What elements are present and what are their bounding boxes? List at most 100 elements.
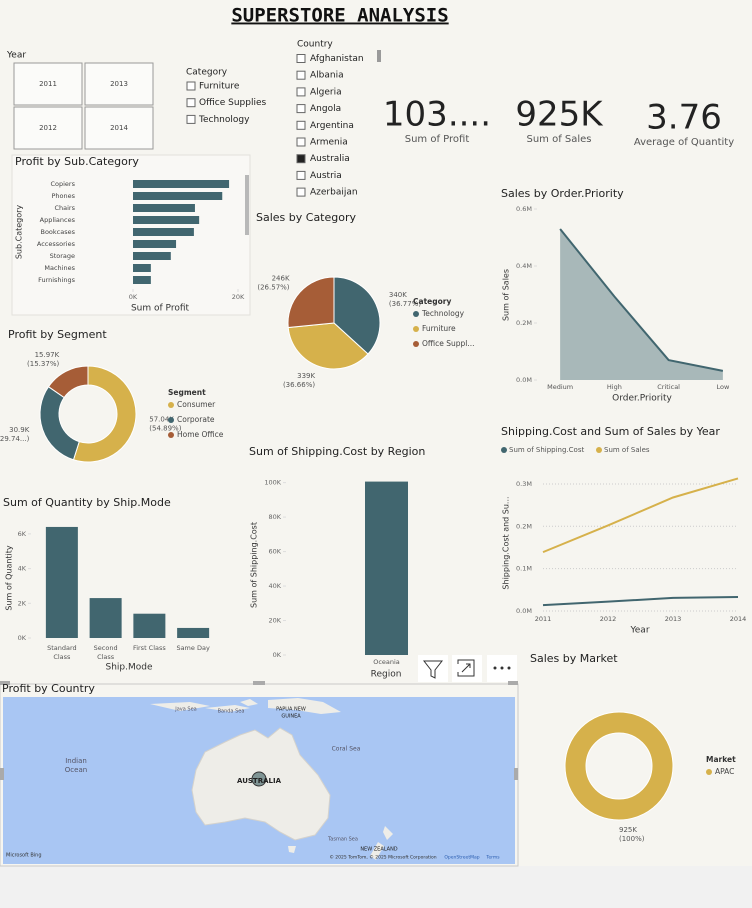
y-axis-title: Shipping.Cost and Su...: [502, 496, 511, 589]
bar[interactable]: [133, 204, 195, 212]
checkbox[interactable]: [296, 170, 306, 180]
data-label: (26.57%): [257, 284, 289, 292]
country-option[interactable]: Azerbaijan: [310, 188, 358, 198]
checkbox[interactable]: [186, 81, 196, 91]
map-link[interactable]: OpenStreetMap: [444, 855, 479, 861]
data-label: 246K: [272, 275, 290, 283]
y-tick-label: 0.2M: [516, 319, 532, 327]
legend-marker: [413, 341, 419, 347]
year-option[interactable]: 2011: [39, 80, 57, 88]
y-tick-label: 0.4M: [516, 262, 532, 270]
country-option[interactable]: Algeria: [310, 87, 342, 97]
checkbox[interactable]: [186, 114, 196, 124]
bar[interactable]: [133, 180, 230, 188]
focus-button[interactable]: [452, 655, 482, 682]
y-tick-label: 0.0M: [516, 607, 532, 615]
line[interactable]: [542, 477, 739, 554]
scrollbar: [377, 50, 381, 62]
year-tile[interactable]: [13, 106, 83, 150]
bar[interactable]: [365, 481, 408, 655]
legend-marker: [168, 402, 174, 408]
bar[interactable]: [177, 627, 210, 638]
y-tick-label: Chairs: [54, 204, 75, 212]
category-option[interactable]: Office Supplies: [199, 98, 267, 108]
category-option[interactable]: Furniture: [199, 82, 240, 92]
y-tick-label: 0K: [18, 634, 27, 642]
card-value: 925K: [515, 95, 604, 135]
bar[interactable]: [133, 613, 166, 638]
map-label: Java Sea: [174, 707, 196, 713]
chart-title: Sales by Order.Priority: [501, 187, 624, 200]
bar[interactable]: [89, 598, 122, 638]
checkbox[interactable]: [296, 137, 306, 147]
chart-title: Sum of Shipping.Cost by Region: [249, 445, 425, 458]
country-option[interactable]: Afghanistan: [310, 54, 364, 64]
checkbox[interactable]: [296, 187, 306, 197]
year-option[interactable]: 2014: [110, 124, 128, 132]
year-option[interactable]: 2012: [39, 124, 57, 132]
bar[interactable]: [133, 192, 223, 200]
bar[interactable]: [133, 240, 177, 248]
legend-title: Segment: [168, 388, 206, 397]
data-label: 30.9K: [9, 426, 30, 434]
legend-marker: [168, 432, 174, 438]
checkbox[interactable]: [296, 87, 306, 97]
data-label: 339K: [297, 372, 315, 380]
bar[interactable]: [133, 216, 200, 224]
map-link[interactable]: Terms: [485, 855, 500, 861]
year-option[interactable]: 2013: [110, 80, 128, 88]
data-label: (100%): [619, 835, 645, 843]
checkbox[interactable]: [296, 154, 306, 164]
category-option[interactable]: Technology: [198, 115, 250, 125]
country-option[interactable]: Armenia: [310, 138, 348, 148]
slice[interactable]: [47, 365, 89, 399]
y-tick-label: 0.2M: [516, 522, 532, 530]
slice[interactable]: [564, 711, 674, 821]
data-label: 925K: [619, 826, 637, 834]
country-option[interactable]: Austria: [310, 171, 342, 181]
country-option[interactable]: Albania: [310, 71, 344, 81]
year-tile[interactable]: [84, 106, 154, 150]
checkbox[interactable]: [296, 54, 306, 63]
resize-handle: [0, 768, 4, 780]
country-option[interactable]: Argentina: [310, 121, 354, 131]
bar[interactable]: [133, 228, 194, 236]
slicer-title: Country: [297, 40, 333, 50]
slice[interactable]: [287, 322, 369, 370]
checkbox[interactable]: [186, 98, 196, 108]
card-value: 103....: [383, 95, 491, 135]
country-option[interactable]: Angola: [310, 104, 341, 114]
bar[interactable]: [133, 264, 151, 272]
y-tick-label: 0.1M: [516, 565, 532, 573]
slice[interactable]: [72, 365, 137, 463]
slice[interactable]: [287, 276, 335, 329]
map-land: [370, 826, 393, 860]
x-tick-label: 2011: [535, 615, 552, 623]
x-tick-label: 2014: [730, 615, 747, 623]
country-option[interactable]: Australia: [310, 154, 350, 164]
year-tile[interactable]: [84, 62, 154, 106]
x-tick-label: Oceania: [373, 658, 400, 666]
map-label: Tasman Sea: [327, 837, 358, 843]
legend-marker: [706, 769, 712, 775]
chart-title: Sales by Market: [530, 652, 618, 665]
checkbox[interactable]: [296, 104, 306, 114]
x-tick-label: First Class: [133, 644, 166, 652]
checkbox[interactable]: [296, 120, 306, 130]
legend-marker: [501, 447, 507, 453]
legend-title: Market: [706, 755, 736, 764]
line[interactable]: [542, 596, 739, 607]
map-label: Ocean: [65, 766, 87, 774]
dot: [493, 666, 497, 670]
year-tile[interactable]: [13, 62, 83, 106]
slice[interactable]: [333, 276, 381, 355]
bar[interactable]: [133, 276, 151, 284]
y-axis-title: Sum of Quantity: [5, 545, 14, 611]
checkbox[interactable]: [296, 70, 306, 80]
bar[interactable]: [133, 252, 171, 260]
dot: [507, 666, 511, 670]
filter-button[interactable]: [418, 655, 448, 682]
map-bubble[interactable]: [251, 771, 267, 787]
map-title: Profit by Country: [2, 682, 95, 695]
bar[interactable]: [45, 526, 78, 638]
